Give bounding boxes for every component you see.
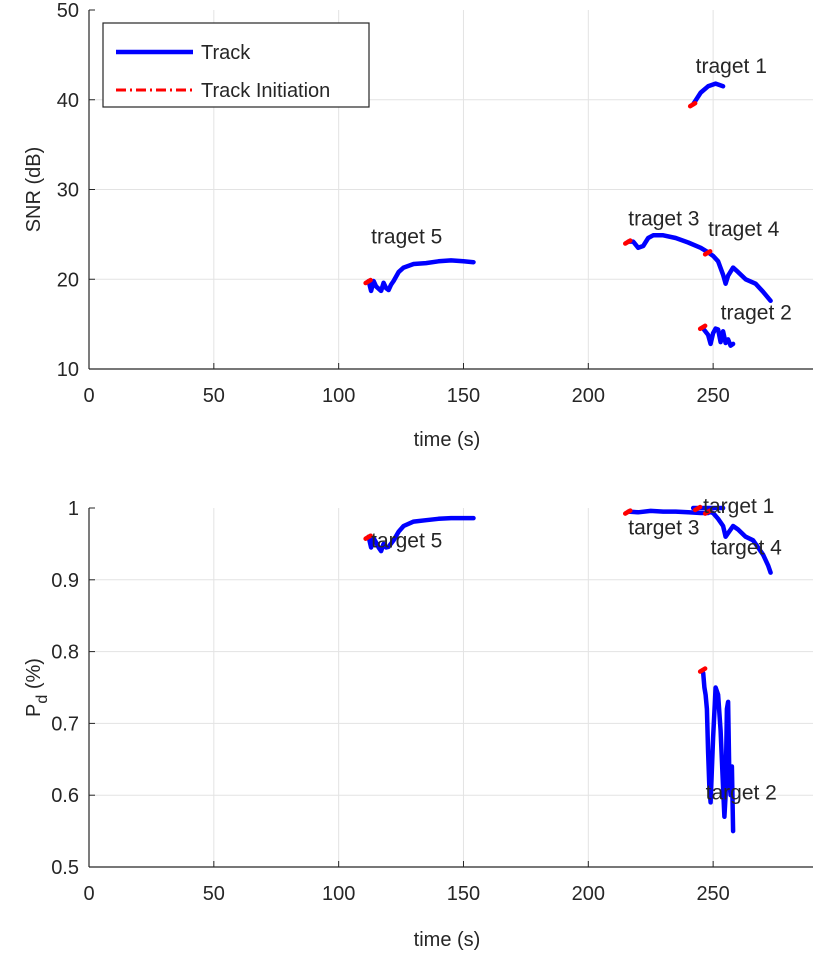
track-initiation-mark-5 bbox=[363, 277, 373, 286]
track-line-5 bbox=[366, 258, 476, 294]
track-initiation-mark-2 bbox=[697, 323, 708, 332]
x-tick-label: 100 bbox=[322, 385, 355, 407]
x-tick-label: 150 bbox=[447, 883, 480, 905]
track-initiation-mark-4 bbox=[702, 249, 713, 257]
y-tick-label: 0.5 bbox=[51, 857, 79, 879]
track-line-5 bbox=[366, 515, 476, 554]
track-line-4 bbox=[705, 250, 773, 304]
annotation-label: traget 4 bbox=[708, 218, 780, 241]
snr-plot: 0 50 100 150 200 250 10 20 30 40 50 time (s) SNR (dB… bbox=[23, 0, 813, 451]
track-initiation-mark-1 bbox=[692, 504, 703, 513]
y-tick-label: 0.9 bbox=[51, 570, 79, 592]
x-tick-label: 0 bbox=[83, 883, 94, 905]
y-axis-label-subscript: d bbox=[34, 695, 51, 704]
track-initiation-mark-1 bbox=[687, 100, 698, 109]
track-line-1 bbox=[690, 81, 726, 107]
legend: Track Track Initiation bbox=[102, 22, 370, 108]
x-tick-label: 200 bbox=[572, 883, 605, 905]
annotation-label: target 5 bbox=[371, 529, 442, 552]
annotation-label: traget 2 bbox=[721, 302, 792, 325]
annotation-label: target 3 bbox=[628, 517, 699, 540]
grid bbox=[89, 508, 813, 867]
x-tick-label: 200 bbox=[572, 385, 605, 407]
track-line-4 bbox=[705, 509, 773, 575]
y-tick-label: 1 bbox=[68, 498, 79, 520]
x-tick-label: 100 bbox=[322, 883, 355, 905]
track-line-3 bbox=[626, 233, 711, 255]
y-axis-label-main: P bbox=[23, 704, 45, 717]
y-tick-label: 30 bbox=[57, 180, 79, 202]
x-tick-label: 250 bbox=[696, 883, 729, 905]
annotation-label: traget 5 bbox=[371, 225, 442, 248]
x-tick-label: 250 bbox=[696, 385, 729, 407]
track-line-3 bbox=[626, 508, 711, 516]
y-tick-label: 0.6 bbox=[51, 785, 79, 807]
y-axis-label-unit: (%) bbox=[23, 658, 45, 695]
track-initiation-mark-3 bbox=[623, 508, 633, 516]
legend-label-2: Track Initiation bbox=[201, 80, 330, 102]
annotation-label: target 1 bbox=[703, 495, 774, 518]
track-initiation-mark-2 bbox=[697, 666, 708, 674]
x-axis-label: time (s) bbox=[414, 429, 481, 451]
legend-label-1: Track bbox=[201, 42, 251, 64]
y-tick-label: 50 bbox=[57, 0, 79, 22]
track-line-2 bbox=[700, 326, 736, 348]
annotation-label: target 4 bbox=[711, 537, 783, 560]
y-tick-label: 0.7 bbox=[51, 713, 79, 735]
track-initiation-mark-5 bbox=[363, 533, 373, 541]
x-tick-label: 0 bbox=[83, 385, 94, 407]
annotation-label: traget 1 bbox=[696, 55, 767, 78]
annotation-label: target 2 bbox=[706, 782, 777, 805]
y-tick-label: 40 bbox=[57, 90, 79, 112]
pd-plot: 0 50 100 150 200 250 0.5 0.6 0.7 0.8 0.9 1 time (s) P… bbox=[23, 495, 813, 951]
legend-box bbox=[102, 22, 370, 108]
x-tick-label: 50 bbox=[203, 883, 225, 905]
x-tick-label: 50 bbox=[203, 385, 225, 407]
annotation-label: traget 3 bbox=[628, 207, 699, 230]
track-initiation-mark-4 bbox=[702, 508, 713, 516]
x-axis-label: time (s) bbox=[414, 929, 481, 951]
y-tick-label: 20 bbox=[57, 269, 79, 291]
y-tick-label: 0.8 bbox=[51, 642, 79, 664]
y-tick-label: 10 bbox=[57, 359, 79, 381]
track-initiation-mark-3 bbox=[623, 238, 633, 246]
y-axis-label: Pd (%) bbox=[23, 658, 51, 717]
x-tick-label: 150 bbox=[447, 385, 480, 407]
track-line-2 bbox=[700, 670, 736, 834]
y-axis-label: SNR (dB) bbox=[23, 147, 45, 233]
